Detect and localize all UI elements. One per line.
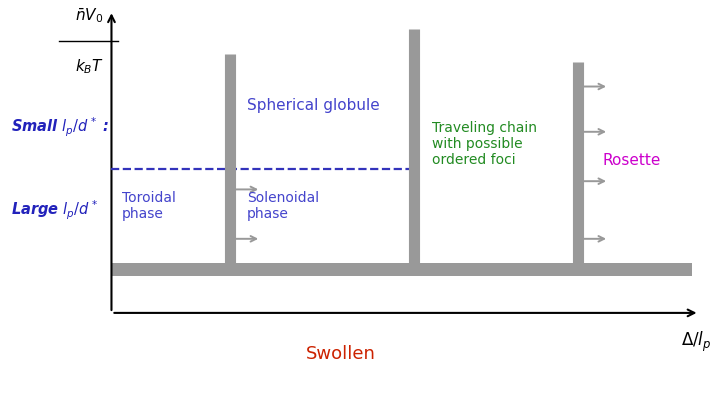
Text: Traveling chain
with possible
ordered foci: Traveling chain with possible ordered fo… xyxy=(432,121,537,167)
Text: Swollen: Swollen xyxy=(306,345,376,363)
Text: $\bar{n}V_0$: $\bar{n}V_0$ xyxy=(75,6,104,25)
Text: Solenoidal
phase: Solenoidal phase xyxy=(247,191,320,221)
Text: $k_BT$: $k_BT$ xyxy=(75,58,104,76)
Text: $\Delta/l_p$: $\Delta/l_p$ xyxy=(681,329,710,354)
Text: Spherical globule: Spherical globule xyxy=(247,97,380,113)
Text: Rosette: Rosette xyxy=(602,153,660,168)
Bar xyxy=(111,263,692,276)
Text: Large $l_p/d^*$: Large $l_p/d^*$ xyxy=(11,198,98,222)
Text: Toroidal
phase: Toroidal phase xyxy=(122,191,176,221)
Text: Small $l_p/d^*$ :: Small $l_p/d^*$ : xyxy=(11,116,109,139)
